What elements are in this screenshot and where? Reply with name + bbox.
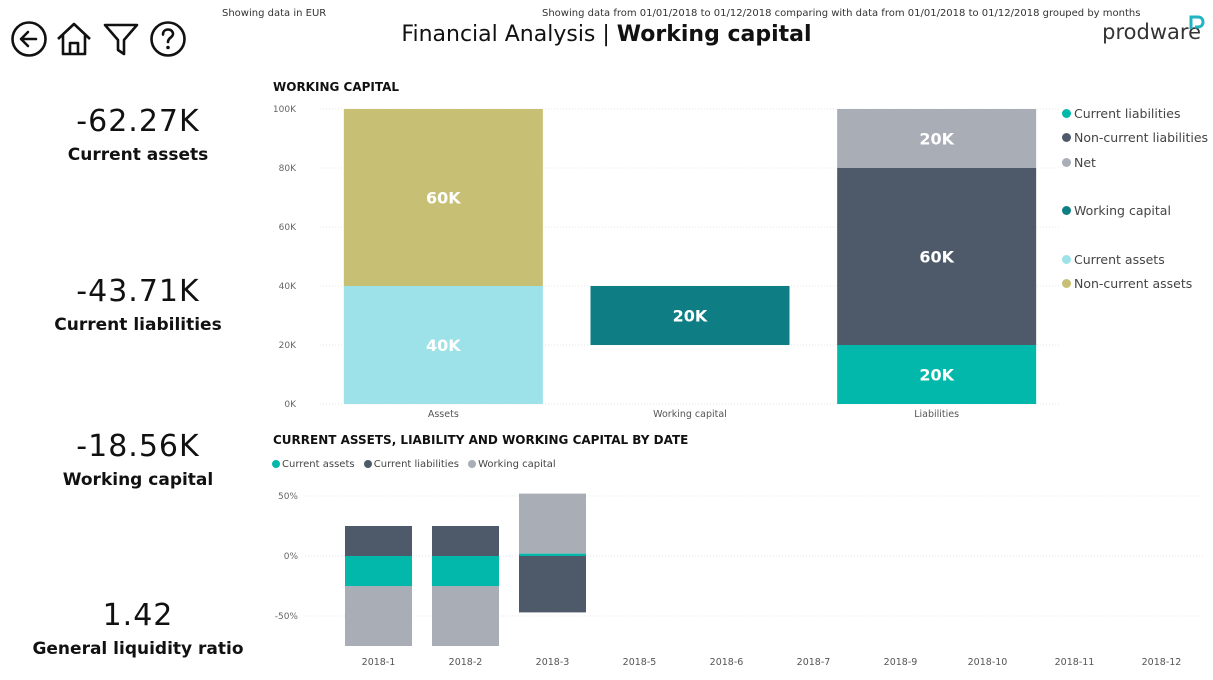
x-tick-label: Working capital <box>653 409 727 420</box>
legend-item-current-liabilities[interactable]: Current liabilities <box>1062 106 1180 121</box>
x-tick-label: 2018-7 <box>797 657 831 668</box>
by-date-legend: Current assets Current liabilities Worki… <box>272 459 562 470</box>
y-tick-label: 50% <box>278 492 298 502</box>
bar-working-capital <box>345 586 412 646</box>
page-title-prefix: Financial Analysis | <box>401 22 617 47</box>
by-date-chart-title: CURRENT ASSETS, LIABILITY AND WORKING CA… <box>273 433 689 447</box>
y-tick-label: 20K <box>279 341 297 351</box>
kpi-label: Current liabilities <box>54 315 222 335</box>
y-tick-label: 40K <box>279 282 297 292</box>
data-label: 60K <box>919 248 954 267</box>
y-tick-label: 60K <box>279 223 297 233</box>
filter-icon[interactable] <box>102 20 140 58</box>
data-label: 40K <box>426 336 461 355</box>
working-capital-chart-title: WORKING CAPITAL <box>273 80 400 94</box>
bar-working-capital <box>590 286 790 345</box>
data-label: 20K <box>673 307 708 326</box>
legend-dot <box>272 460 280 468</box>
legend-dot <box>1062 206 1071 215</box>
x-tick-label: Assets <box>428 409 459 420</box>
y-tick-label: 0% <box>284 552 299 562</box>
y-tick-label: -50% <box>275 612 299 622</box>
legend-label: Current liabilities <box>373 459 459 470</box>
legend-dot <box>363 460 372 468</box>
legend-dot <box>1062 109 1071 118</box>
legend-label: Working capital <box>478 459 556 470</box>
bar-current-liabilities <box>345 526 412 556</box>
y-tick-label: 80K <box>279 164 297 174</box>
kpi-working-capital: -18.56K Working capital <box>20 429 256 490</box>
legend-item-net[interactable]: Net <box>1062 155 1096 170</box>
x-tick-label: 2018-3 <box>536 657 570 668</box>
x-tick-label: 2018-1 <box>362 657 396 668</box>
logo-mark-icon <box>1189 15 1205 29</box>
legend-dot <box>1062 133 1071 142</box>
prodware-logo: prodware <box>1102 15 1205 44</box>
home-icon[interactable] <box>55 20 93 58</box>
bar-working-capital <box>519 493 586 554</box>
date-range-note: Showing data from 01/01/2018 to 01/12/20… <box>542 8 1141 19</box>
x-tick-label: 2018-6 <box>710 657 744 668</box>
bar-current-liabilities <box>837 345 1037 404</box>
kpi-liquidity-ratio: 1.42 General liquidity ratio <box>20 598 256 659</box>
kpi-current-assets: -62.27K Current assets <box>20 104 256 165</box>
x-tick-label: 2018-2 <box>449 657 483 668</box>
legend-item-current-assets[interactable]: Current assets <box>272 459 355 470</box>
logo-text: prodware <box>1102 20 1201 44</box>
bar-current-assets <box>343 286 543 404</box>
page-title: Financial Analysis | Working capital <box>0 22 1213 47</box>
kpi-value: -18.56K <box>76 429 200 464</box>
legend-item-non-current-assets[interactable]: Non-current assets <box>1062 276 1192 291</box>
legend-label: Working capital <box>1074 203 1171 218</box>
y-tick-label: 0K <box>284 400 297 410</box>
x-tick-label: Liabilities <box>914 409 959 420</box>
legend-item-non-current-liabilities[interactable]: Non-current liabilities <box>1062 130 1208 145</box>
bar-current-assets <box>432 556 499 586</box>
x-tick-label: 2018-9 <box>884 657 918 668</box>
data-label: 20K <box>919 366 954 385</box>
page-title-strong: Working capital <box>616 22 812 47</box>
kpi-value: -62.27K <box>76 104 200 139</box>
by-date-chart: -50% 0% 50% 2018-1 2018-2 2018-3 2018-5 2018-6 2… <box>275 492 1205 668</box>
legend-item-working-capital[interactable]: Working capital <box>468 459 556 470</box>
kpi-current-liabilities: -43.71K Current liabilities <box>20 274 256 335</box>
currency-note: Showing data in EUR <box>222 8 327 19</box>
legend-dot <box>1062 255 1071 264</box>
kpi-label: Working capital <box>62 470 214 490</box>
bar-non-current-liabilities <box>837 168 1037 345</box>
help-icon[interactable] <box>149 20 187 58</box>
bar-current-assets <box>519 553 586 556</box>
kpi-value: -43.71K <box>76 274 200 309</box>
back-arrow-icon[interactable] <box>10 20 48 58</box>
kpi-label: Current assets <box>67 145 209 165</box>
bar-current-liabilities <box>519 556 586 613</box>
y-tick-label: 100K <box>273 105 297 115</box>
legend-label: Current assets <box>282 459 355 470</box>
bar-current-liabilities <box>432 526 499 556</box>
kpi-value: 1.42 <box>102 598 174 633</box>
x-tick-label: 2018-12 <box>1142 657 1182 668</box>
legend-item-current-liabilities[interactable]: Current liabilities <box>363 459 459 470</box>
legend-label: Current assets <box>1074 252 1165 267</box>
legend-dot <box>1062 279 1071 288</box>
bar-working-capital <box>432 586 499 646</box>
working-capital-chart: 0K 20K 40K 60K 80K 100K Assets Working capital L… <box>273 105 1060 420</box>
x-tick-label: 2018-11 <box>1055 657 1095 668</box>
data-label: 20K <box>919 130 954 149</box>
legend-label: Non-current liabilities <box>1074 130 1209 145</box>
x-tick-label: 2018-10 <box>968 657 1008 668</box>
bar-non-current-assets <box>343 109 543 286</box>
legend-dot <box>1062 158 1071 167</box>
legend-label: Non-current assets <box>1074 276 1193 291</box>
kpi-label: General liquidity ratio <box>32 639 244 659</box>
legend-item-working-capital[interactable]: Working capital <box>1062 203 1171 218</box>
data-label: 60K <box>426 189 461 208</box>
legend-item-current-assets[interactable]: Current assets <box>1062 252 1165 267</box>
legend-label: Net <box>1074 155 1096 170</box>
x-tick-label: 2018-5 <box>623 657 657 668</box>
legend-dot <box>468 460 477 468</box>
bar-net <box>837 109 1037 168</box>
bar-current-assets <box>345 556 412 586</box>
legend-label: Current liabilities <box>1074 106 1181 121</box>
